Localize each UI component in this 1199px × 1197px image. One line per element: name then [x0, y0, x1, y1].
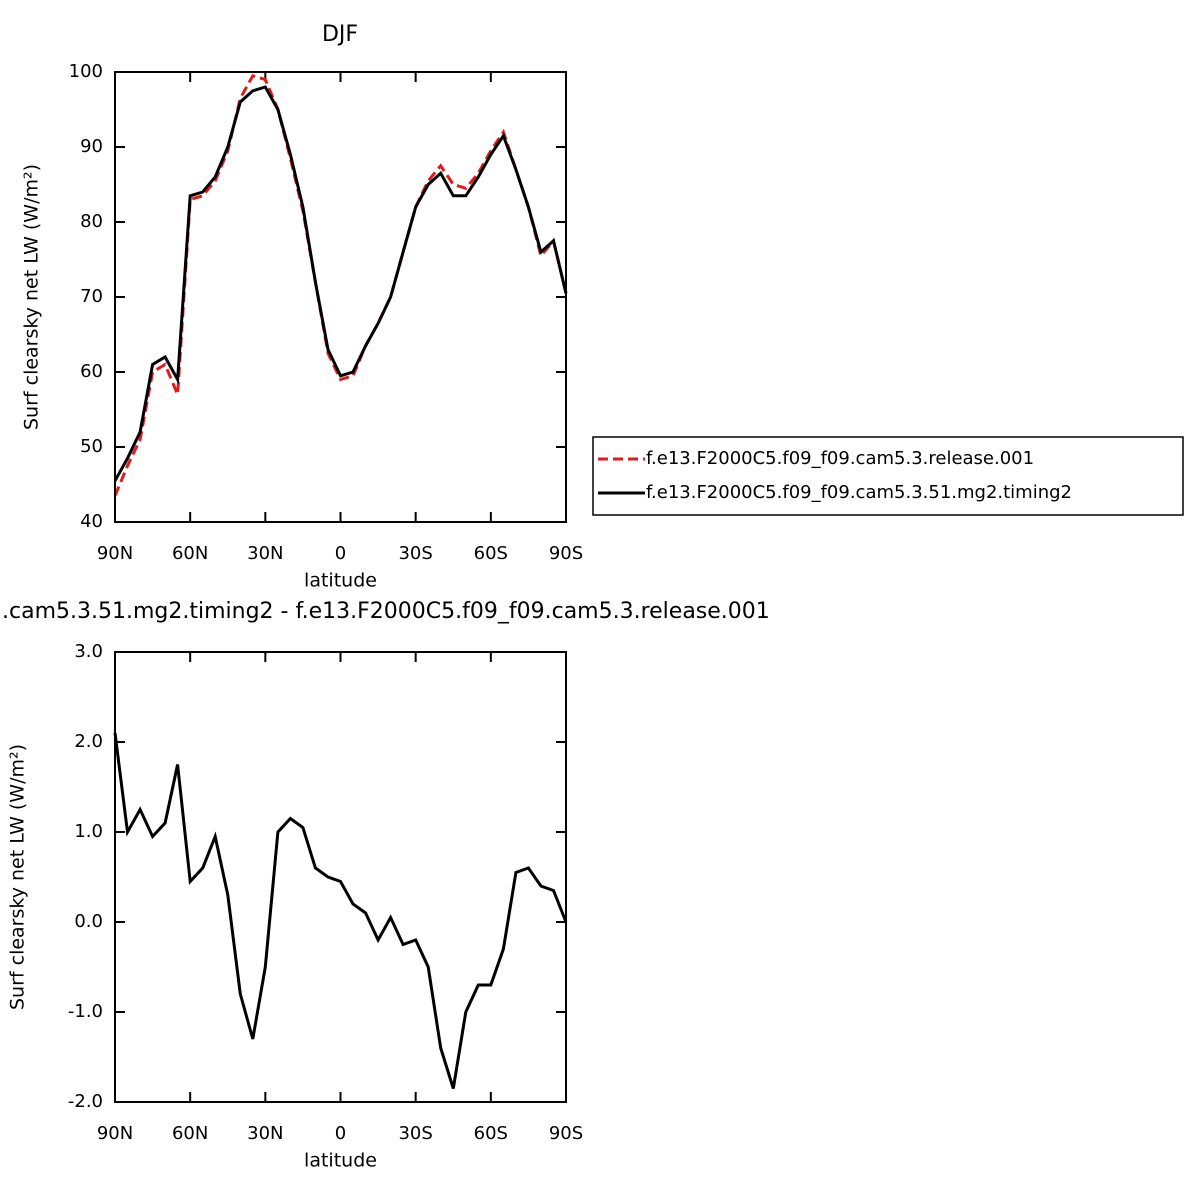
y-tick-label: 60: [80, 361, 103, 382]
y-axis-label: Surf clearsky net LW (W/m²): [21, 164, 43, 430]
y-tick-label: -1.0: [68, 1001, 103, 1022]
y-axis-label: Surf clearsky net LW (W/m²): [7, 744, 29, 1010]
y-tick-label: 3.0: [74, 641, 103, 662]
x-tick-label: 90N: [97, 1123, 133, 1144]
x-tick-label: 90S: [549, 1123, 583, 1144]
y-tick-label: 70: [80, 286, 103, 307]
x-tick-label: 60N: [172, 543, 208, 564]
data-line: [113, 85, 568, 482]
x-tick-label: 30N: [247, 543, 283, 564]
x-tick-label: 90N: [97, 543, 133, 564]
legend-label: f.e13.F2000C5.f09_f09.cam5.3.release.001: [646, 448, 1034, 469]
y-tick-label: -2.0: [68, 1091, 103, 1112]
y-tick-label: 0.0: [74, 911, 103, 932]
x-tick-label: 90S: [549, 543, 583, 564]
y-tick-label: 2.0: [74, 731, 103, 752]
plot-frame: [114, 71, 567, 523]
data-line: [113, 74, 568, 497]
x-tick-label: 30S: [398, 1123, 432, 1144]
x-axis-label: latitude: [304, 1150, 377, 1172]
chart-title: .cam5.3.51.mg2.timing2 - f.e13.F2000C5.f…: [2, 599, 770, 624]
x-tick-label: 0: [335, 1123, 346, 1144]
y-tick-label: 50: [80, 436, 103, 457]
x-tick-label: 30N: [247, 1123, 283, 1144]
data-line: [113, 732, 568, 1089]
x-tick-label: 60S: [474, 543, 508, 564]
y-tick-label: 100: [69, 61, 103, 82]
x-tick-label: 60N: [172, 1123, 208, 1144]
x-tick-label: 60S: [474, 1123, 508, 1144]
chart-title: DJF: [322, 22, 358, 47]
y-tick-label: 1.0: [74, 821, 103, 842]
plot-frame: [114, 651, 567, 1103]
x-tick-label: 0: [335, 543, 346, 564]
y-tick-label: 40: [80, 511, 103, 532]
x-axis-label: latitude: [304, 570, 377, 592]
y-tick-label: 80: [80, 211, 103, 232]
x-tick-label: 30S: [398, 543, 432, 564]
legend-box: [592, 436, 1184, 516]
y-tick-label: 90: [80, 136, 103, 157]
legend-label: f.e13.F2000C5.f09_f09.cam5.3.51.mg2.timi…: [646, 482, 1072, 503]
